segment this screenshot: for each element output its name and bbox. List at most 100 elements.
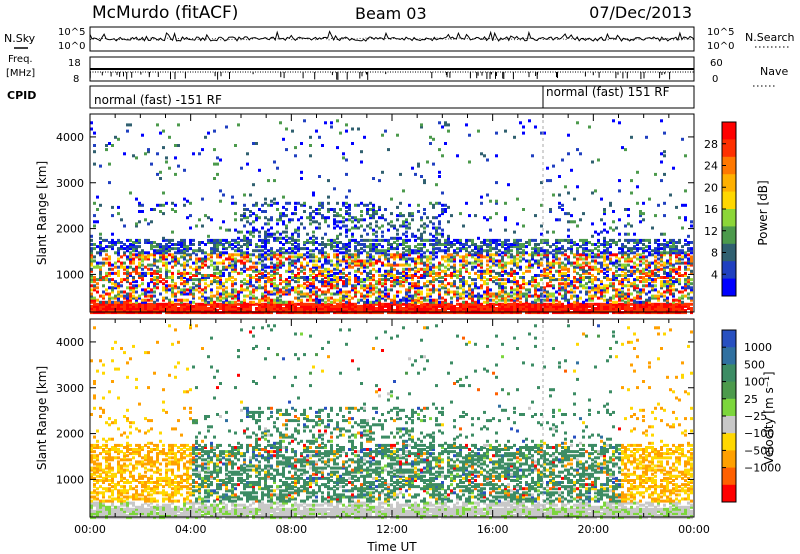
range-cell — [477, 237, 480, 240]
range-cell — [642, 247, 645, 250]
range-cell — [246, 303, 249, 306]
range-cell — [468, 284, 471, 287]
range-cell — [195, 303, 198, 306]
range-cell — [369, 239, 372, 242]
range-cell — [447, 235, 450, 238]
range-cell — [561, 262, 564, 265]
range-cell — [282, 280, 285, 283]
range-cell — [444, 260, 447, 263]
range-cell — [213, 163, 216, 166]
range-cell — [111, 297, 114, 300]
range-cell — [285, 235, 288, 238]
range-cell — [207, 274, 210, 277]
range-cell — [168, 288, 171, 291]
range-cell — [522, 303, 525, 306]
range-cell — [336, 253, 339, 256]
range-cell — [600, 286, 603, 289]
range-cell — [654, 303, 657, 306]
range-cell — [378, 249, 381, 252]
range-cell — [384, 264, 387, 267]
range-cell — [444, 278, 447, 281]
range-cell — [105, 258, 108, 261]
range-cell — [513, 239, 516, 242]
range-cell — [267, 276, 270, 279]
range-cell — [597, 262, 600, 265]
range-cell — [438, 233, 441, 236]
range-cell — [378, 206, 381, 209]
range-cell — [597, 284, 600, 287]
range-cell — [369, 202, 372, 205]
range-cell — [222, 260, 225, 263]
range-cell — [642, 284, 645, 287]
range-cell — [369, 301, 372, 304]
range-cell — [246, 251, 249, 254]
range-cell — [594, 284, 597, 287]
range-cell — [642, 262, 645, 265]
range-cell — [456, 239, 459, 242]
range-cell — [171, 243, 174, 246]
range-cell — [510, 268, 513, 271]
range-cell — [585, 291, 588, 294]
range-cell — [417, 305, 420, 308]
range-cell — [495, 276, 498, 279]
range-cell — [177, 258, 180, 261]
range-cell — [177, 299, 180, 302]
range-cell — [591, 249, 594, 252]
range-cell — [516, 262, 519, 265]
range-cell — [201, 249, 204, 252]
range-cell — [438, 247, 441, 250]
range-cell — [285, 278, 288, 281]
range-cell — [345, 274, 348, 277]
range-cell — [309, 295, 312, 298]
range-cell — [534, 214, 537, 217]
range-cell — [591, 260, 594, 263]
range-cell — [240, 167, 243, 170]
range-cell — [624, 245, 627, 248]
range-cell — [585, 253, 588, 256]
range-cell — [441, 154, 444, 157]
range-cell — [600, 270, 603, 273]
range-cell — [243, 295, 246, 298]
range-cell — [315, 291, 318, 294]
range-cell — [396, 218, 399, 221]
range-cell — [537, 303, 540, 306]
range-cell — [495, 307, 498, 310]
range-cell — [504, 282, 507, 285]
range-cell — [507, 293, 510, 296]
range-cell — [537, 274, 540, 277]
range-cell — [294, 280, 297, 283]
range-cell — [390, 288, 393, 291]
range-cell — [279, 247, 282, 250]
range-cell — [201, 299, 204, 302]
range-cell — [207, 266, 210, 269]
range-cell — [279, 274, 282, 277]
range-cell — [639, 220, 642, 223]
range-cell — [597, 303, 600, 306]
range-cell — [522, 258, 525, 261]
range-cell — [258, 299, 261, 302]
range-cell — [354, 216, 357, 219]
range-cell — [501, 264, 504, 267]
range-cell — [327, 303, 330, 306]
range-cell — [645, 278, 648, 281]
range-cell — [261, 293, 264, 296]
range-cell — [441, 301, 444, 304]
range-cell — [156, 249, 159, 252]
range-cell — [273, 264, 276, 267]
range-cell — [402, 247, 405, 250]
range-cell — [114, 272, 117, 275]
range-cell — [150, 272, 153, 275]
range-cell — [627, 270, 630, 273]
range-cell — [483, 276, 486, 279]
range-cell — [384, 293, 387, 296]
range-cell — [657, 295, 660, 298]
range-cell — [495, 132, 498, 135]
range-cell — [618, 218, 621, 221]
range-cell — [423, 243, 426, 246]
range-cell — [645, 299, 648, 302]
range-cell — [312, 260, 315, 263]
range-cell — [366, 233, 369, 236]
range-cell — [270, 233, 273, 236]
range-cell — [297, 284, 300, 287]
range-cell — [318, 288, 321, 291]
